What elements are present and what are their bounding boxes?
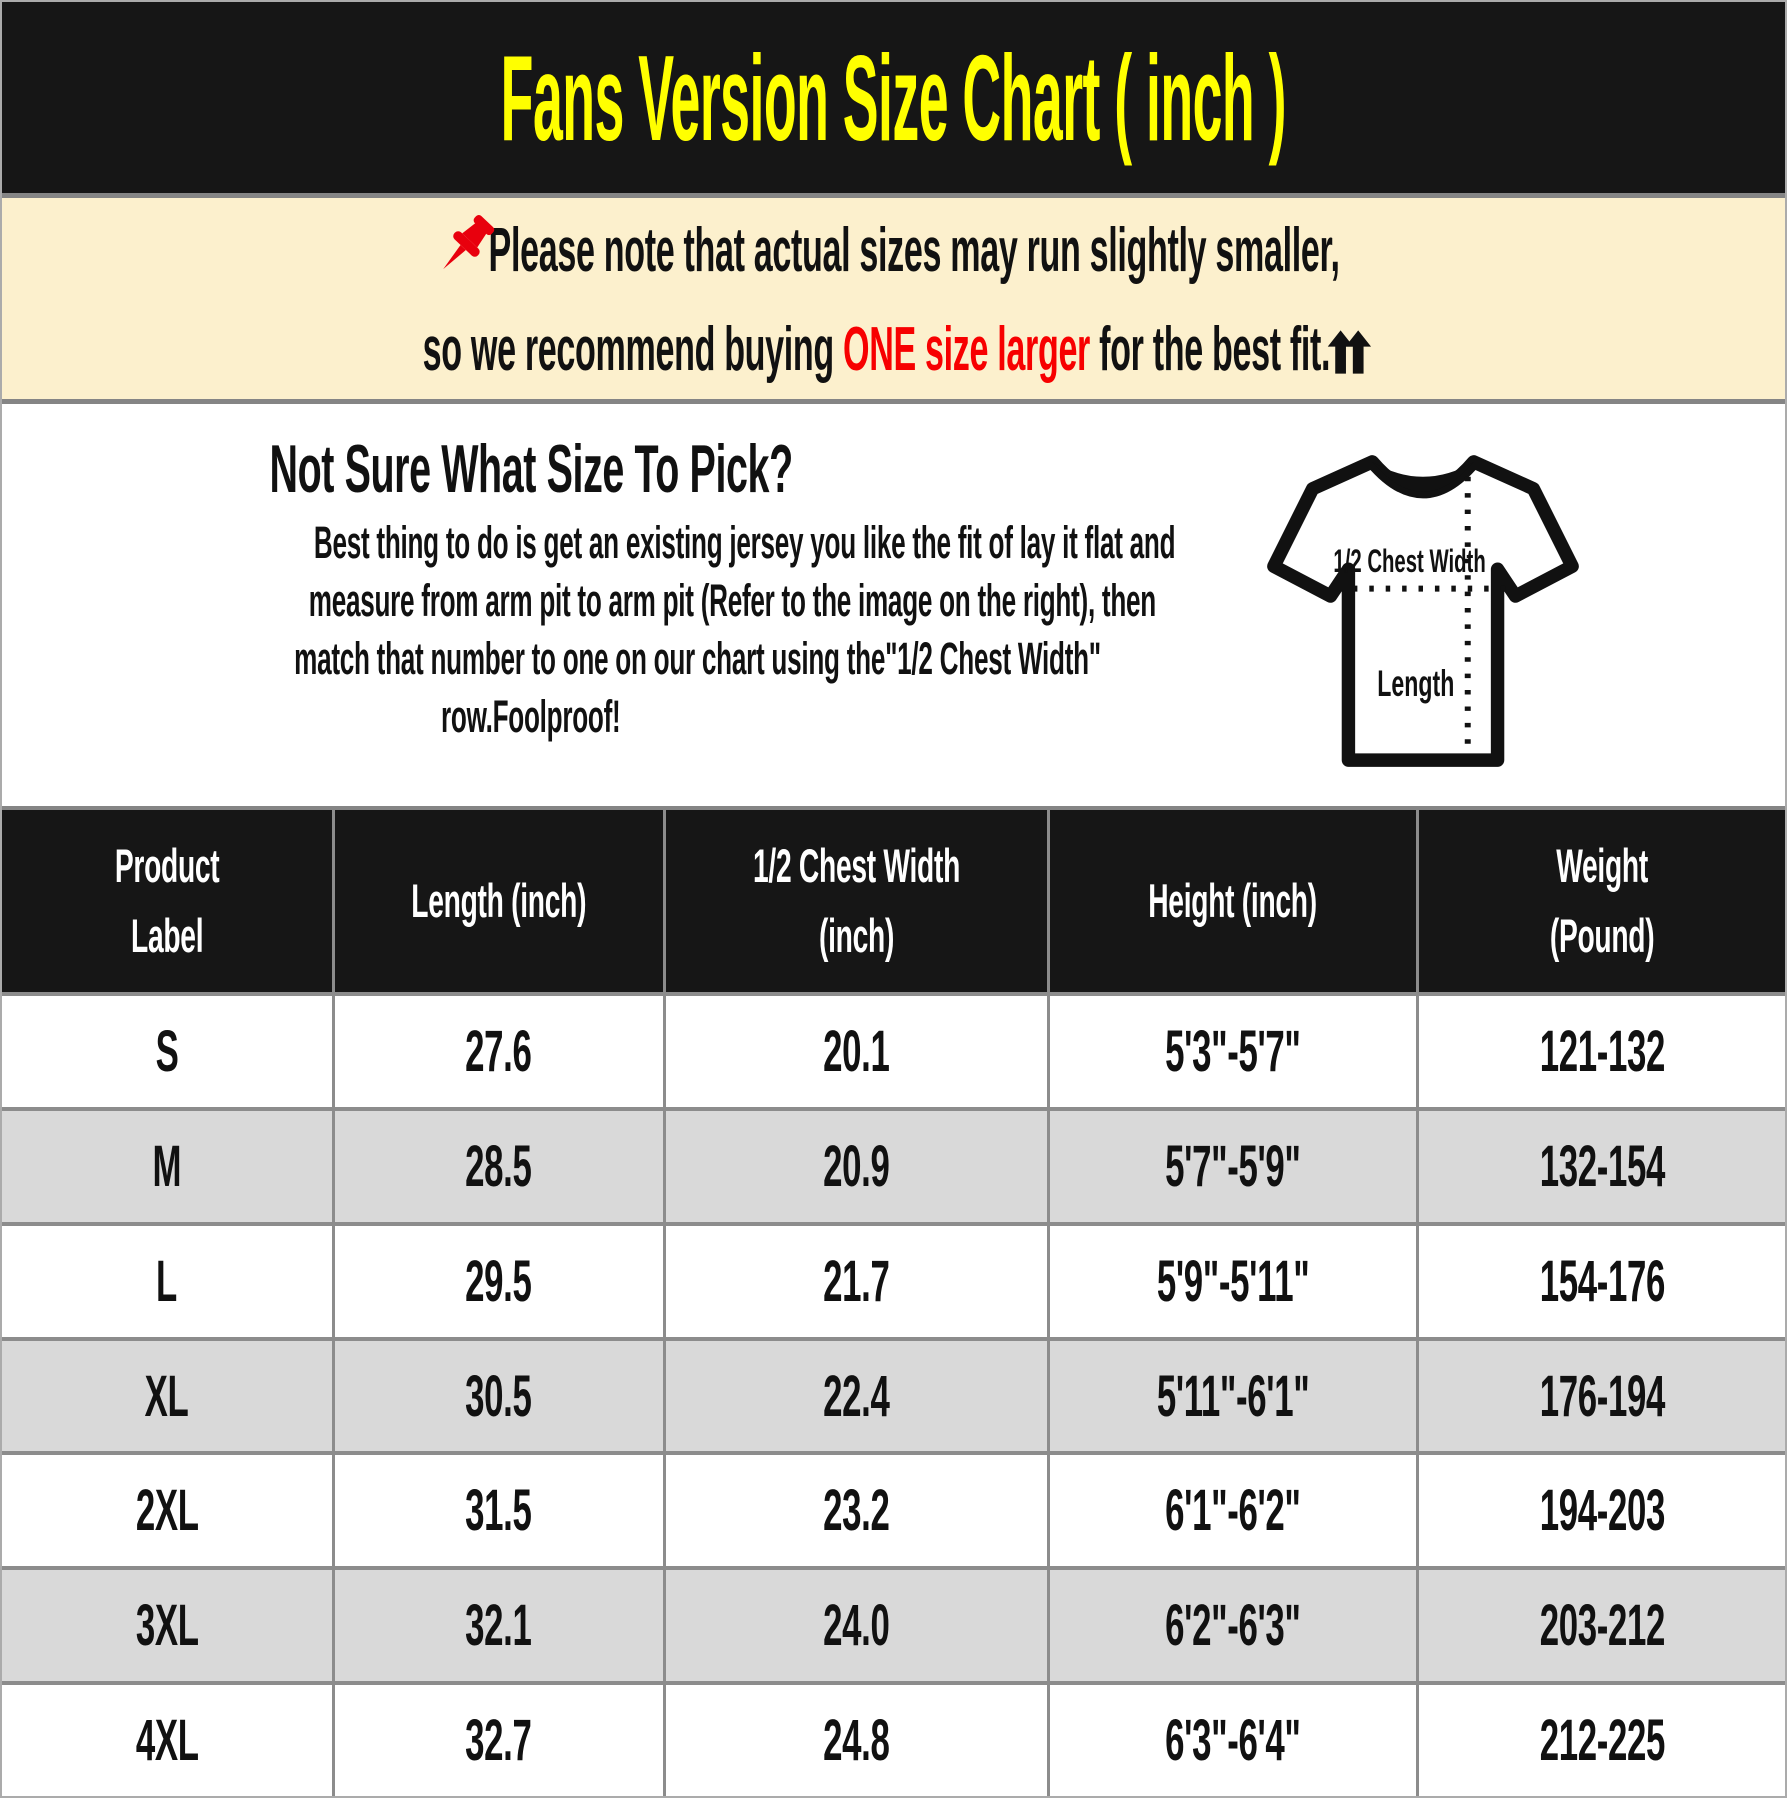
cell-product-label: 2XL — [135, 1478, 199, 1544]
up-arrow-icon — [1327, 320, 1353, 388]
table-row: 4XL 32.7 24.8 6'3"-6'4" 212-225 — [2, 1681, 1785, 1796]
notice-panel: Please note that actual sizes may run sl… — [2, 198, 1785, 399]
cell-product-label: L — [156, 1248, 178, 1314]
header-cell-length: Length (inch) — [331, 810, 663, 992]
guide-body-line: match that number to one on our chart us… — [294, 633, 1101, 684]
cell-length: 30.5 — [331, 1340, 663, 1452]
cell-length: 32.1 — [331, 1570, 663, 1682]
table-row: M 28.5 20.9 5'7"-5'9" 132-154 — [2, 1106, 1785, 1222]
notice-line-2: so we recommend buying ONE size larger f… — [422, 314, 1371, 388]
guide-body-line: measure from arm pit to arm pit (Refer t… — [308, 575, 1156, 626]
header-cell-chest-width: 1/2 Chest Width (inch) — [662, 810, 1047, 992]
cell-height: 5'3"-5'7" — [1046, 996, 1416, 1107]
notice-text-2-suffix: for the best fit. — [1089, 314, 1330, 384]
cell-weight: 132-154 — [1415, 1110, 1785, 1222]
header-cell-height: Height (inch) — [1046, 810, 1416, 992]
cell-weight: 203-212 — [1415, 1570, 1785, 1682]
sizing-guide-section: Not Sure What Size To Pick? Best thing t… — [2, 404, 1785, 806]
cell-weight: 212-225 — [1415, 1685, 1785, 1796]
table-row: L 29.5 21.7 5'9"-5'11" 154-176 — [2, 1221, 1785, 1337]
title-banner: Fans Version Size Chart ( inch ) — [2, 2, 1785, 193]
page-title: Fans Version Size Chart ( inch ) — [500, 29, 1287, 166]
cell-product-label: M — [152, 1133, 182, 1199]
notice-text-2-prefix: so we recommend buying — [422, 314, 843, 384]
cell-length: 29.5 — [331, 1225, 663, 1337]
tshirt-diagram: 1/2 Chest Width Length — [1060, 404, 1785, 806]
divider — [2, 399, 1785, 404]
collar-shape — [1371, 461, 1474, 492]
cell-length: 27.6 — [331, 996, 663, 1107]
table-header-row: Product Label Length (inch) 1/2 Chest Wi… — [2, 810, 1785, 992]
cell-height: 5'7"-5'9" — [1046, 1110, 1416, 1222]
chest-width-label: 1/2 Chest Width — [1333, 542, 1485, 579]
guide-body-line: row.Foolproof! — [441, 691, 621, 742]
cell-product-label: S — [155, 1018, 179, 1084]
length-label: Length — [1377, 662, 1454, 704]
cell-chest-width: 23.2 — [662, 1455, 1047, 1567]
cell-weight: 121-132 — [1415, 996, 1785, 1107]
cell-length: 32.7 — [331, 1685, 663, 1796]
one-size-larger-highlight: ONE size larger — [842, 314, 1090, 384]
divider — [2, 193, 1785, 198]
guide-heading: Not Sure What Size To Pick? — [269, 431, 793, 507]
cell-chest-width: 20.9 — [662, 1110, 1047, 1222]
cell-height: 6'1"-6'2" — [1046, 1455, 1416, 1567]
guide-text-block: Not Sure What Size To Pick? Best thing t… — [2, 404, 1175, 806]
cell-weight: 154-176 — [1415, 1225, 1785, 1337]
table-row: 3XL 32.1 24.0 6'2"-6'3" 203-212 — [2, 1566, 1785, 1682]
cell-chest-width: 24.8 — [662, 1685, 1047, 1796]
cell-product-label: XL — [145, 1363, 189, 1429]
table-row: XL 30.5 22.4 5'11"-6'1" 176-194 — [2, 1336, 1785, 1452]
notice-line-1: Please note that actual sizes may run sl… — [442, 209, 1340, 301]
header-cell-weight: Weight (Pound) — [1415, 810, 1785, 992]
table-row: S 27.6 20.1 5'3"-5'7" 121-132 — [2, 992, 1785, 1107]
up-arrow-icon — [1344, 320, 1371, 388]
cell-height: 5'11"-6'1" — [1046, 1340, 1416, 1452]
cell-height: 6'2"-6'3" — [1046, 1570, 1416, 1682]
cell-weight: 194-203 — [1415, 1455, 1785, 1567]
cell-product-label: 3XL — [135, 1593, 199, 1659]
pushpin-icon — [431, 209, 504, 301]
cell-chest-width: 20.1 — [662, 996, 1047, 1107]
table-body: S 27.6 20.1 5'3"-5'7" 121-132 M 28.5 20.… — [2, 992, 1785, 1796]
cell-product-label: 4XL — [135, 1708, 199, 1774]
table-row: 2XL 31.5 23.2 6'1"-6'2" 194-203 — [2, 1451, 1785, 1567]
size-table: Product Label Length (inch) 1/2 Chest Wi… — [2, 806, 1785, 1796]
header-cell-product-label: Product Label — [114, 838, 220, 963]
cell-height: 5'9"-5'11" — [1046, 1225, 1416, 1337]
tshirt-icon: 1/2 Chest Width Length — [1266, 455, 1579, 767]
guide-body: Best thing to do is get an existing jers… — [2, 514, 1175, 746]
notice-text-1: Please note that actual sizes may run sl… — [488, 216, 1340, 286]
cell-height: 6'3"-6'4" — [1046, 1685, 1416, 1796]
cell-weight: 176-194 — [1415, 1340, 1785, 1452]
cell-chest-width: 21.7 — [662, 1225, 1047, 1337]
cell-chest-width: 22.4 — [662, 1340, 1047, 1452]
guide-body-line: Best thing to do is get an existing jers… — [313, 517, 1176, 568]
cell-length: 28.5 — [331, 1110, 663, 1222]
cell-length: 31.5 — [331, 1455, 663, 1567]
cell-chest-width: 24.0 — [662, 1570, 1047, 1682]
